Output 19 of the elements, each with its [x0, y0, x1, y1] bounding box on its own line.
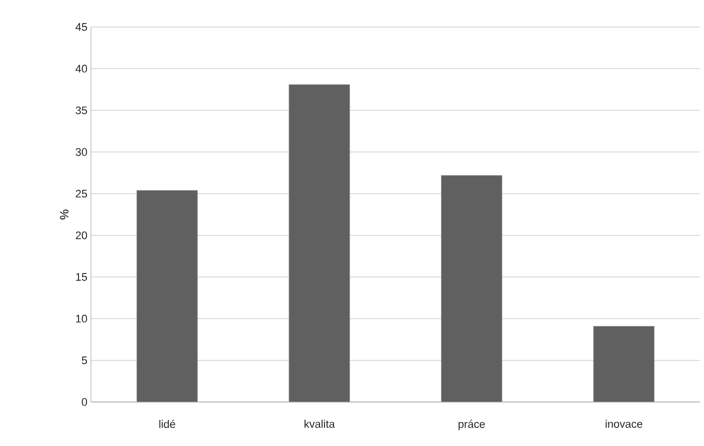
y-tick-label: 35 [76, 106, 88, 114]
x-tick-label: inovace [606, 420, 642, 428]
bar [136, 190, 198, 402]
y-tick-label: 25 [76, 190, 88, 198]
y-tick-label: 5 [82, 356, 88, 364]
y-tick-label: 15 [76, 273, 88, 281]
y-tick-label: 30 [76, 148, 88, 156]
bar [440, 175, 502, 402]
bar [593, 326, 655, 402]
x-tick-label: kvalita [304, 420, 335, 428]
x-tick-label: práce [458, 420, 485, 430]
y-tick-label: 40 [76, 64, 88, 73]
y-axis-title: % [60, 210, 68, 220]
bar [288, 84, 350, 402]
x-tick-label: lidé [159, 420, 176, 428]
y-tick-label: 45 [76, 23, 88, 31]
y-tick-label: 0 [82, 398, 88, 406]
y-tick-label: 10 [76, 314, 88, 323]
y-tick-label: 20 [76, 231, 88, 240]
